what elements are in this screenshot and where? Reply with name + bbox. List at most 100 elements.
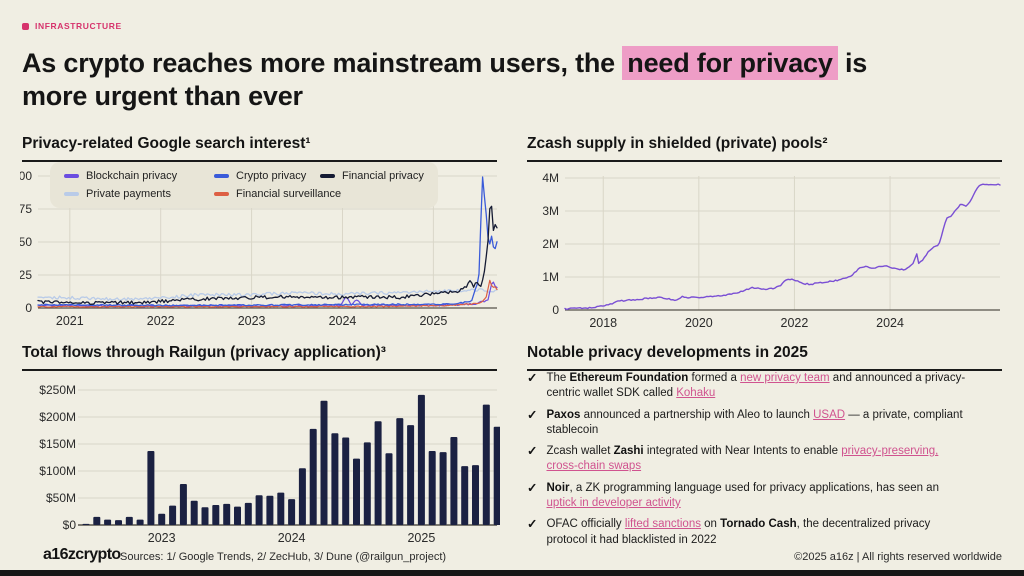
title-segment: As crypto reaches more mainstream users,… <box>22 48 623 78</box>
list-item-text: The Ethereum Foundation formed a new pri… <box>546 371 970 402</box>
check-icon: ✓ <box>527 371 538 385</box>
tag-square-icon <box>22 22 29 30</box>
text-segment: — a private, compliant stablecoin <box>546 408 963 436</box>
text-segment: Zcash wallet <box>546 445 614 458</box>
title-highlight: need for privacy <box>622 46 838 80</box>
check-icon: ✓ <box>527 480 538 495</box>
svg-text:3M: 3M <box>542 204 559 218</box>
text-segment: , a ZK programming language used for pri… <box>569 481 939 494</box>
text-segment: and announced a privacy-centric wallet S… <box>546 372 966 400</box>
svg-text:2022: 2022 <box>781 316 809 330</box>
list-item: ✓ Noir, a ZK programming language used fo… <box>527 481 1003 512</box>
inline-link[interactable]: Kohaku <box>676 387 716 400</box>
check-icon: ✓ <box>527 444 538 459</box>
list-item-text: Zcash wallet Zashi integrated with Near … <box>546 444 970 475</box>
section-search-interest: Privacy-related Google search interest¹ <box>22 135 497 162</box>
svg-text:2M: 2M <box>542 237 559 251</box>
svg-text:2025: 2025 <box>419 314 447 328</box>
svg-text:2021: 2021 <box>56 314 84 328</box>
title-segment: is <box>837 48 868 78</box>
inline-link[interactable]: USAD <box>813 408 846 421</box>
svg-text:4M: 4M <box>542 171 559 185</box>
svg-text:0: 0 <box>25 301 32 315</box>
check-icon: ✓ <box>527 517 538 532</box>
inline-link[interactable]: lifted sanctions <box>624 518 701 531</box>
legend-item: Private payments <box>64 188 214 200</box>
svg-text:2025: 2025 <box>407 531 435 545</box>
svg-text:2023: 2023 <box>148 531 176 545</box>
legend-label: Blockchain privacy <box>86 170 178 182</box>
developments-list: ✓ The Ethereum Foundation formed a new pr… <box>527 371 1003 554</box>
a16zcrypto-logo: a16zcrypto <box>43 546 121 563</box>
section-developments: Notable privacy developments in 2025 <box>527 344 1002 371</box>
list-item: ✓ Paxos announced a partnership with Aleo… <box>527 408 1003 439</box>
text-segment: integrated with Near Intents to enable <box>643 445 842 458</box>
svg-text:75: 75 <box>20 202 32 216</box>
sources-note: Sources: 1/ Google Trends, 2/ ZecHub, 3/… <box>120 551 447 563</box>
page-title: As crypto reaches more mainstream users,… <box>22 46 1002 113</box>
text-segment: on <box>700 518 721 531</box>
list-item-text: Noir, a ZK programming language used for… <box>546 481 970 512</box>
legend-label: Crypto privacy <box>236 170 307 182</box>
text-segment: formed a <box>688 372 741 384</box>
svg-text:2024: 2024 <box>278 531 306 545</box>
legend-swatch-icon <box>214 174 229 178</box>
svg-text:50: 50 <box>20 235 32 249</box>
legend-item: Blockchain privacy <box>64 170 214 182</box>
svg-text:$150M: $150M <box>39 437 76 451</box>
svg-text:$250M: $250M <box>39 383 76 397</box>
svg-text:$0: $0 <box>63 518 77 532</box>
trends-chart: 2021 2022 2023 2024 2025 0 25 50 75 100 <box>20 169 498 328</box>
emphasized-text: Paxos <box>546 408 581 421</box>
svg-text:25: 25 <box>20 268 32 282</box>
svg-text:2022: 2022 <box>147 314 175 328</box>
legend-swatch-icon <box>214 192 229 196</box>
emphasized-text: Tornado Cash <box>720 518 797 531</box>
railgun-chart: $0 $50M $100M $150M $200M $250M 2023 2024 2025 <box>39 383 500 545</box>
bottom-bar <box>0 570 1024 576</box>
legend-swatch-icon <box>64 192 79 196</box>
legend-label: Financial surveillance <box>236 188 342 200</box>
check-icon: ✓ <box>527 407 538 422</box>
title-line2: more urgent than ever <box>22 80 303 111</box>
svg-text:$200M: $200M <box>39 410 76 424</box>
svg-text:2024: 2024 <box>876 316 904 330</box>
inline-link[interactable]: privacy-preserving, cross-chain swaps <box>546 445 939 473</box>
legend-item: Crypto privacy <box>214 170 320 182</box>
trends-legend: Blockchain privacy Crypto privacy Financia… <box>50 162 438 208</box>
text-segment: OFAC officially <box>546 518 625 531</box>
section-title-zcash-supply: Zcash supply in shielded (private) pools… <box>527 135 1002 162</box>
zcash-chart: 2018 2020 2022 2024 0 1M 2M 3M 4M <box>542 171 1001 330</box>
category-tag: INFRASTRUCTURE <box>22 21 122 31</box>
section-title-railgun-flows: Total flows through Railgun (privacy app… <box>22 344 497 371</box>
text-segment: announced a partnership with Aleo to lau… <box>580 408 814 421</box>
legend-item: Financial privacy <box>320 170 424 182</box>
svg-text:2023: 2023 <box>238 314 266 328</box>
list-item-text: OFAC officially lifted sanctions on Torn… <box>546 517 970 548</box>
legend-swatch-icon <box>320 174 335 178</box>
emphasized-text: Zashi <box>613 445 644 458</box>
inline-link[interactable]: new privacy team <box>740 372 830 384</box>
section-zcash-supply: Zcash supply in shielded (private) pools… <box>527 135 1002 162</box>
legend-label: Financial privacy <box>342 170 424 182</box>
svg-text:2020: 2020 <box>685 316 713 330</box>
section-railgun-flows: Total flows through Railgun (privacy app… <box>22 344 497 371</box>
list-item: ✓ The Ethereum Foundation formed a new pr… <box>527 371 1003 402</box>
inline-link[interactable]: uptick in developer activity <box>546 496 681 509</box>
copyright-note: ©2025 a16z | All rights reserved worldwi… <box>794 551 1002 563</box>
svg-text:$100M: $100M <box>39 464 76 478</box>
emphasized-text: Ethereum Foundation <box>569 372 689 384</box>
svg-text:100: 100 <box>20 169 32 183</box>
legend-swatch-icon <box>64 174 79 178</box>
emphasized-text: Noir <box>546 481 570 494</box>
section-title-developments: Notable privacy developments in 2025 <box>527 344 1002 371</box>
list-item-text: Paxos announced a partnership with Aleo … <box>546 408 970 439</box>
svg-text:2024: 2024 <box>329 314 357 328</box>
legend-item: Financial surveillance <box>214 188 341 200</box>
svg-text:$50M: $50M <box>46 491 76 505</box>
svg-text:0: 0 <box>552 303 559 317</box>
section-title-search-interest: Privacy-related Google search interest¹ <box>22 135 497 162</box>
list-item: ✓ OFAC officially lifted sanctions on Tor… <box>527 517 1003 548</box>
svg-text:2018: 2018 <box>589 316 617 330</box>
